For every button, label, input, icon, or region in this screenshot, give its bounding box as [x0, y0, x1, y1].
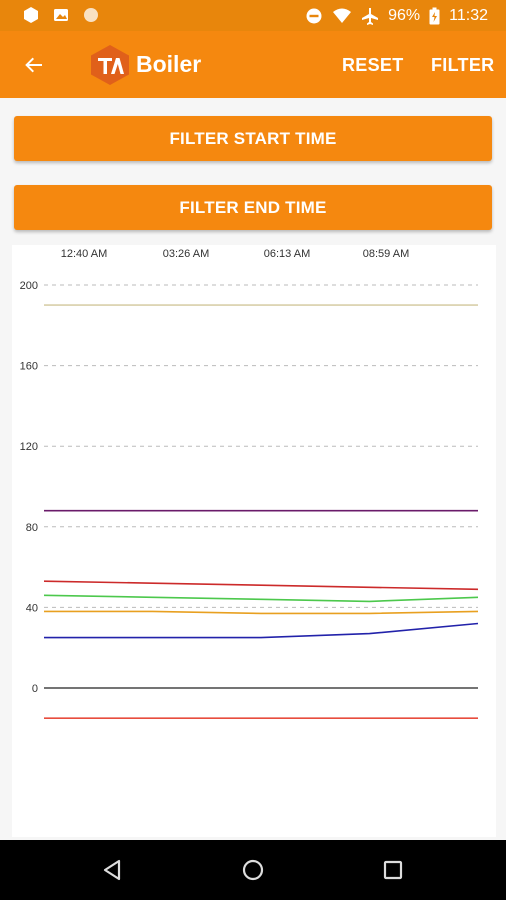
series-line-2: [43, 594, 479, 603]
y-tick-label: 80: [26, 522, 38, 534]
y-tick-label: 0: [32, 683, 38, 695]
x-tick-label: 06:13 AM: [264, 248, 310, 260]
filter-start-time-button[interactable]: FILTER START TIME: [14, 116, 492, 161]
series-line-6: [44, 622, 479, 639]
y-tick-label: 200: [20, 280, 38, 292]
filter-button[interactable]: FILTER: [431, 55, 495, 75]
back-triangle-icon[interactable]: [99, 856, 127, 884]
do-not-disturb-icon: [306, 8, 322, 23]
y-tick-label: 40: [26, 602, 38, 614]
recents-square-icon[interactable]: [379, 856, 407, 884]
home-circle-icon[interactable]: [239, 856, 267, 884]
series-line-7: [44, 610, 479, 615]
navigation-bar: [0, 840, 506, 900]
content-area: FILTER START TIME FILTER END TIME 0 40 80 1…: [0, 98, 506, 900]
back-arrow-icon[interactable]: [20, 51, 48, 79]
circle-icon: [84, 8, 98, 22]
airplane-icon: [362, 7, 379, 25]
series-line-4: [43, 580, 479, 591]
chart-card: 0 40 80 120 160 200 12:40 AM 03:26 AM 06:13 AM 08…: [12, 245, 496, 900]
x-tick-label: 12:40 AM: [61, 248, 107, 260]
clock: 11:32: [449, 6, 488, 24]
status-bar: 96% 11:32: [0, 0, 506, 31]
logo-icon: [91, 45, 129, 85]
wifi-icon: [333, 8, 352, 23]
y-tick-label: 160: [20, 361, 38, 373]
battery-icon: [429, 7, 440, 24]
x-tick-label: 08:59 AM: [363, 248, 409, 260]
filter-end-time-button[interactable]: FILTER END TIME: [14, 185, 492, 230]
y-tick-label: 120: [20, 441, 38, 453]
x-tick-label: 03:26 AM: [163, 248, 209, 260]
status-right: 96% 11:32: [305, 0, 488, 31]
battery-percent: 96%: [388, 6, 421, 24]
hexagon-icon: [24, 7, 38, 23]
line-chart[interactable]: 0 40 80 120 160 200 12:40 AM 03:26 AM 06:13 AM 08…: [12, 245, 496, 837]
app-title: Boiler: [136, 51, 202, 77]
reset-button[interactable]: RESET: [342, 55, 404, 75]
image-icon: [54, 9, 68, 21]
app-bar: Boiler RESET FILTER: [0, 31, 506, 98]
